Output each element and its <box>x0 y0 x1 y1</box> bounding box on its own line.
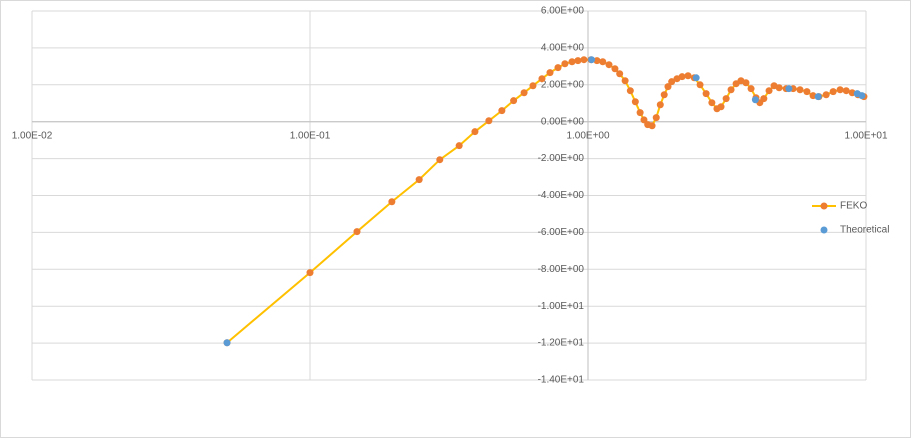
data-point <box>455 142 463 150</box>
y-tick-label: -4.00E+00 <box>538 190 585 201</box>
data-point <box>692 74 700 82</box>
y-tick-label: -2.00E+00 <box>538 153 585 164</box>
data-point <box>554 64 562 72</box>
y-tick-label: 6.00E+00 <box>541 6 585 17</box>
legend-label: FEKO <box>840 201 867 212</box>
data-point <box>353 228 361 236</box>
x-tick-label: 1.00E+01 <box>844 130 888 141</box>
data-point <box>640 116 648 124</box>
x-tick-label: 1.00E-02 <box>12 130 53 141</box>
data-point <box>436 156 444 164</box>
data-point <box>785 85 793 93</box>
data-point <box>306 269 314 277</box>
data-point <box>616 70 624 78</box>
data-point <box>510 97 518 105</box>
data-point <box>580 56 588 64</box>
data-point <box>546 69 554 77</box>
data-point <box>708 99 716 107</box>
data-point <box>631 98 639 106</box>
data-point <box>660 91 668 99</box>
data-point <box>599 58 607 66</box>
y-tick-label: 0.00E+00 <box>541 116 585 127</box>
data-point <box>223 339 231 347</box>
data-point <box>520 89 528 97</box>
data-point <box>836 86 844 94</box>
data-point <box>684 72 692 80</box>
data-point <box>626 87 634 95</box>
data-point <box>751 96 759 104</box>
data-point <box>829 88 837 96</box>
y-tick-label: -1.00E+01 <box>538 301 585 312</box>
y-tick-label: 2.00E+00 <box>541 79 585 90</box>
data-point <box>702 90 710 98</box>
data-point <box>664 83 672 91</box>
data-point <box>568 58 576 66</box>
y-tick-label: 4.00E+00 <box>541 43 585 54</box>
data-point <box>611 65 619 73</box>
data-point <box>717 103 725 111</box>
y-tick-label: -1.40E+01 <box>538 375 585 386</box>
data-point <box>747 85 755 93</box>
data-point <box>760 95 768 103</box>
data-point <box>803 88 811 96</box>
data-point <box>652 114 660 122</box>
data-point <box>656 101 664 109</box>
data-point <box>561 60 569 68</box>
data-point <box>742 79 750 87</box>
data-point <box>668 78 676 86</box>
data-point <box>471 128 479 136</box>
data-point <box>775 84 783 92</box>
data-point <box>388 198 396 206</box>
data-point <box>722 95 730 103</box>
data-point <box>636 109 644 117</box>
y-tick-label: -8.00E+00 <box>538 264 585 275</box>
legend-marker <box>820 202 828 210</box>
data-point <box>588 56 596 64</box>
y-tick-label: -6.00E+00 <box>538 227 585 238</box>
data-point <box>538 75 546 83</box>
data-point <box>678 73 686 81</box>
legend-marker <box>820 226 828 234</box>
legend-label: Theoretical <box>840 225 889 236</box>
data-point <box>498 107 506 115</box>
data-point <box>529 82 537 90</box>
data-point <box>765 87 773 95</box>
data-point <box>593 57 601 65</box>
data-point <box>648 122 656 130</box>
data-point <box>858 92 866 100</box>
data-point <box>727 86 735 94</box>
data-point <box>842 87 850 95</box>
y-tick-label: -1.20E+01 <box>538 338 585 349</box>
data-point <box>605 61 613 69</box>
data-point <box>696 81 704 89</box>
data-point <box>621 77 629 85</box>
data-point <box>822 91 830 99</box>
data-point <box>485 117 493 125</box>
data-point <box>814 93 822 101</box>
data-point <box>415 176 423 184</box>
data-point <box>574 57 582 65</box>
x-tick-label: 1.00E+00 <box>566 130 610 141</box>
x-tick-label: 1.00E-01 <box>290 130 331 141</box>
data-point <box>796 86 804 94</box>
